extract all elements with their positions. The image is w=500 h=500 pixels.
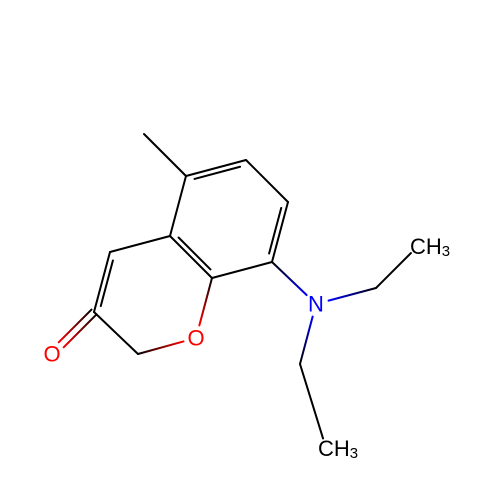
molecule-diagram: O O N CH3 CH3 [0,0,500,500]
atom-label-ch3: CH3 [410,234,450,260]
atom-label-n: N [308,292,324,317]
atom-label-o: O [43,342,60,367]
atom-label-ch3: CH3 [318,436,358,462]
atom-label-o: O [187,326,204,351]
